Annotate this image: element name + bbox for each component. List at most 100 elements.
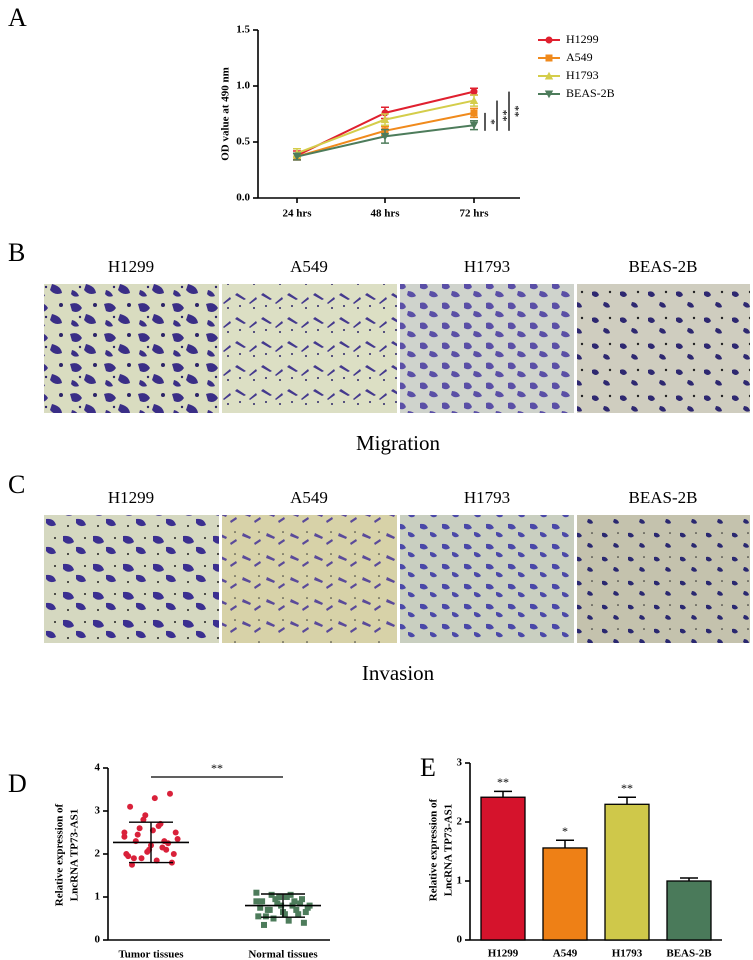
point [295,911,302,918]
y-axis-label: Relative expression of [428,798,440,901]
bar [666,880,712,941]
y-tick-label: 0.5 [236,136,250,148]
legend-label: A549 [566,50,593,64]
x-tick-label: Tumor tissues [118,949,184,960]
point [292,153,302,161]
point [161,838,168,845]
y-axis-label: Relative expression of [54,803,66,906]
x-tick-label: BEAS-2B [666,948,712,960]
point [121,829,128,836]
significance: ** [497,775,509,789]
significance: ** [621,781,633,795]
y-tick-label: 1 [95,891,101,903]
y-tick-label: 1.0 [236,80,250,92]
y-tick-label: 0 [457,934,463,946]
point [257,904,264,911]
y-axis-label: LncRNA TP73-AS1 [443,804,455,896]
image-caption: Invasion [362,661,435,685]
micrograph [44,515,219,643]
point [167,790,173,797]
x-tick-label: Normal tissues [248,949,318,960]
micrograph [400,284,574,413]
panel-letter: D [8,769,27,798]
point [291,898,298,905]
micrograph [577,515,750,643]
significance: ** [496,110,510,122]
image-label: H1793 [464,488,510,507]
point [380,115,390,124]
panel-letter: A [8,3,27,32]
legend-marker [545,36,553,44]
point [170,851,177,857]
x-tick-label: 48 hrs [370,208,400,220]
panel-letter: C [8,470,25,499]
legend-marker [545,54,553,62]
y-tick-label: 2 [457,816,463,828]
point [261,921,267,928]
point [299,896,305,903]
images-migration [44,284,750,413]
y-tick-label: 0.0 [236,192,250,204]
y-tick-label: 2 [95,848,101,860]
point [151,795,158,802]
image-label: BEAS-2B [629,488,698,507]
image-label: A549 [290,257,328,276]
error-bar [618,796,636,805]
point [283,894,290,900]
point [125,853,132,860]
point [300,919,307,926]
x-tick-label: H1299 [488,948,519,960]
error-bar [494,790,512,798]
point [138,855,145,862]
panel-letter: E [420,753,436,782]
point [470,109,478,117]
point [253,898,260,905]
point [281,911,288,918]
micrograph [222,515,397,643]
y-tick-label: 4 [95,762,101,774]
point [302,909,309,916]
point [259,898,266,905]
micrograph [44,284,219,413]
micrograph [400,515,574,643]
panel-letter: B [8,238,25,267]
images-invasion [44,515,750,643]
bar [542,847,588,941]
legend-marker [544,90,554,99]
sd-bar [261,893,305,918]
significance: ** [211,761,223,775]
y-axis-label: LncRNA TP73-AS1 [69,809,81,901]
point [121,833,128,840]
micrograph [577,284,750,413]
point [174,835,181,842]
y-tick-label: 0 [95,934,101,946]
x-tick-label: 24 hrs [282,208,312,220]
point [132,838,139,845]
bar [604,803,650,941]
point [127,803,134,810]
bar [480,796,526,941]
y-tick-label: 3 [95,805,101,817]
legend-label: H1299 [566,32,599,46]
y-tick-label: 1 [457,875,463,887]
point [140,816,147,823]
y-tick-label: 3 [457,757,463,769]
x-tick-label: 72 hrs [459,208,489,220]
image-label: BEAS-2B [629,257,698,276]
micrograph [222,284,397,413]
point [255,913,262,920]
legend-label: H1793 [566,68,599,82]
image-label: H1793 [464,257,510,276]
significance: * [484,119,498,125]
significance: ** [508,105,522,117]
point [272,896,279,903]
error-bar [556,839,574,848]
point [134,831,141,838]
x-tick-label: H1793 [612,948,643,960]
legend-label: BEAS-2B [566,86,615,100]
point [172,829,179,836]
point [253,889,260,896]
point [270,915,277,922]
